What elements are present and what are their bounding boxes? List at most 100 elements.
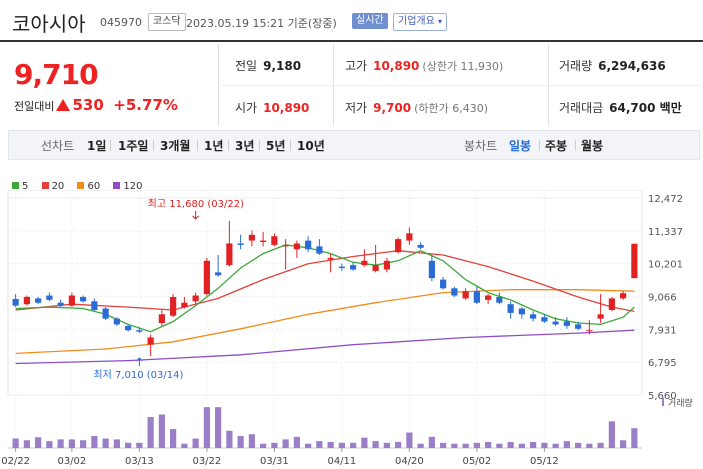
candle-body: [158, 314, 165, 323]
stat-volume: 거래량 6,294,636: [559, 57, 666, 74]
legend-swatch: [41, 182, 49, 189]
candle-body: [136, 330, 143, 332]
candle-body: [192, 295, 199, 302]
stat-open: 시가 10,890: [235, 99, 309, 116]
candle-body: [102, 308, 109, 319]
period-5y[interactable]: 5년: [266, 139, 286, 153]
volume-bar: [383, 442, 390, 448]
volume-bar: [631, 428, 638, 448]
candle-body: [597, 314, 604, 319]
volume-bar: [541, 442, 548, 448]
candle-body: [383, 260, 390, 270]
realtime-button[interactable]: 실시간: [352, 13, 388, 29]
divider: [290, 140, 291, 151]
stat-low: 저가 9,700 (하한가 6,430): [345, 99, 488, 116]
company-info-dropdown[interactable]: 기업개요 ▾: [393, 13, 448, 31]
period-3m[interactable]: 3개월: [160, 139, 191, 153]
candle-body: [46, 295, 53, 300]
y-tick-label: 9,066: [648, 293, 677, 304]
candle-body: [620, 293, 627, 299]
volume-bar: [113, 439, 120, 448]
volume-bar: [271, 442, 278, 448]
tab-monthly[interactable]: 월봉: [581, 139, 604, 153]
volume-bar: [586, 443, 593, 448]
candle-body: [237, 243, 244, 245]
candlestick-chart[interactable]: 12,472 11,337 10,201 9,066 7,931 6,795 5,660 최고…: [0, 190, 703, 469]
x-tick-label: 05/12: [530, 456, 559, 467]
candle-body: [395, 239, 402, 253]
candle-body: [68, 295, 75, 306]
candle-body: [226, 243, 233, 266]
tab-weekly[interactable]: 주봉: [545, 139, 568, 153]
candle-body: [57, 302, 64, 306]
candle-body: [113, 318, 120, 325]
candle-body: [293, 243, 300, 250]
volume-bar: [282, 439, 289, 448]
upper-limit: (상한가 11,930): [422, 60, 504, 73]
stat-high: 고가 10,890 (상한가 11,930): [345, 57, 503, 74]
market-badge: 코스닥: [148, 13, 186, 31]
volume-bar: [518, 443, 525, 448]
low-arrow: [136, 357, 143, 366]
candle-body: [91, 301, 98, 310]
y-tick-label: 5,660: [648, 391, 677, 402]
candle-body: [147, 337, 154, 345]
low-annotation: 최저 7,010 (03/14): [93, 369, 183, 381]
candle-body: [473, 291, 480, 303]
plot-frame: [7, 190, 643, 396]
legend-ma20: 20: [41, 181, 65, 192]
lower-limit: (하한가 6,430): [414, 102, 488, 115]
legend-ma60: 60: [77, 181, 100, 192]
volume-bar: [226, 430, 233, 448]
candle-body: [215, 272, 222, 276]
x-tick-label: 02/22: [1, 456, 30, 467]
volume-bar: [597, 442, 604, 448]
volume-bar: [68, 439, 75, 448]
high-label: 고가: [345, 59, 368, 73]
volume-bar: [485, 441, 492, 448]
volume-bar: [102, 438, 109, 448]
candle-body: [541, 317, 548, 322]
volume-bar: [181, 443, 188, 448]
candle-body: [575, 324, 582, 329]
candle-body: [305, 240, 312, 250]
volume-bar: [428, 436, 435, 448]
candle-body: [203, 260, 210, 295]
candle-body: [440, 279, 447, 289]
price-change: 전일대비 530 +5.77%: [14, 96, 178, 114]
candle-body: [35, 298, 42, 303]
period-1y[interactable]: 1년: [204, 139, 224, 153]
candle-body: [338, 266, 345, 269]
line-chart-button[interactable]: 선차트: [41, 139, 75, 153]
legend-label: 20: [51, 181, 65, 192]
volume-bar: [91, 435, 98, 448]
x-tick-label: 05/02: [462, 456, 491, 467]
volume-bar: [260, 443, 267, 448]
period-10y[interactable]: 10년: [297, 139, 325, 153]
period-3y[interactable]: 3년: [235, 139, 255, 153]
candle-body: [125, 325, 132, 331]
tab-daily[interactable]: 일봉: [509, 139, 532, 153]
candle-body: [518, 308, 525, 315]
volume-bar: [338, 442, 345, 448]
change-label: 전일대비: [14, 100, 55, 113]
low-value: 9,700: [373, 101, 412, 115]
period-1d[interactable]: 1일: [87, 139, 107, 153]
stat-amount: 거래대금 64,700 백만: [559, 99, 682, 116]
volume-bar: [23, 440, 30, 448]
candle-body: [507, 304, 514, 313]
candle-body: [271, 236, 278, 245]
volume-bar: [327, 441, 334, 448]
volume-bar: [530, 441, 537, 448]
prev-close-label: 전일: [235, 59, 258, 73]
ma20-line: [15, 250, 635, 313]
volume-bar: [608, 421, 615, 448]
x-tick-label: 04/20: [395, 456, 424, 467]
volume-bar: [372, 441, 379, 448]
volume-bar: [237, 435, 244, 448]
current-price: 9,710: [14, 58, 99, 91]
volume-bar: [395, 441, 402, 448]
candle-chart-label[interactable]: 봉차트: [464, 139, 498, 153]
candle-body: [530, 314, 537, 319]
period-1w[interactable]: 1주일: [118, 139, 149, 153]
